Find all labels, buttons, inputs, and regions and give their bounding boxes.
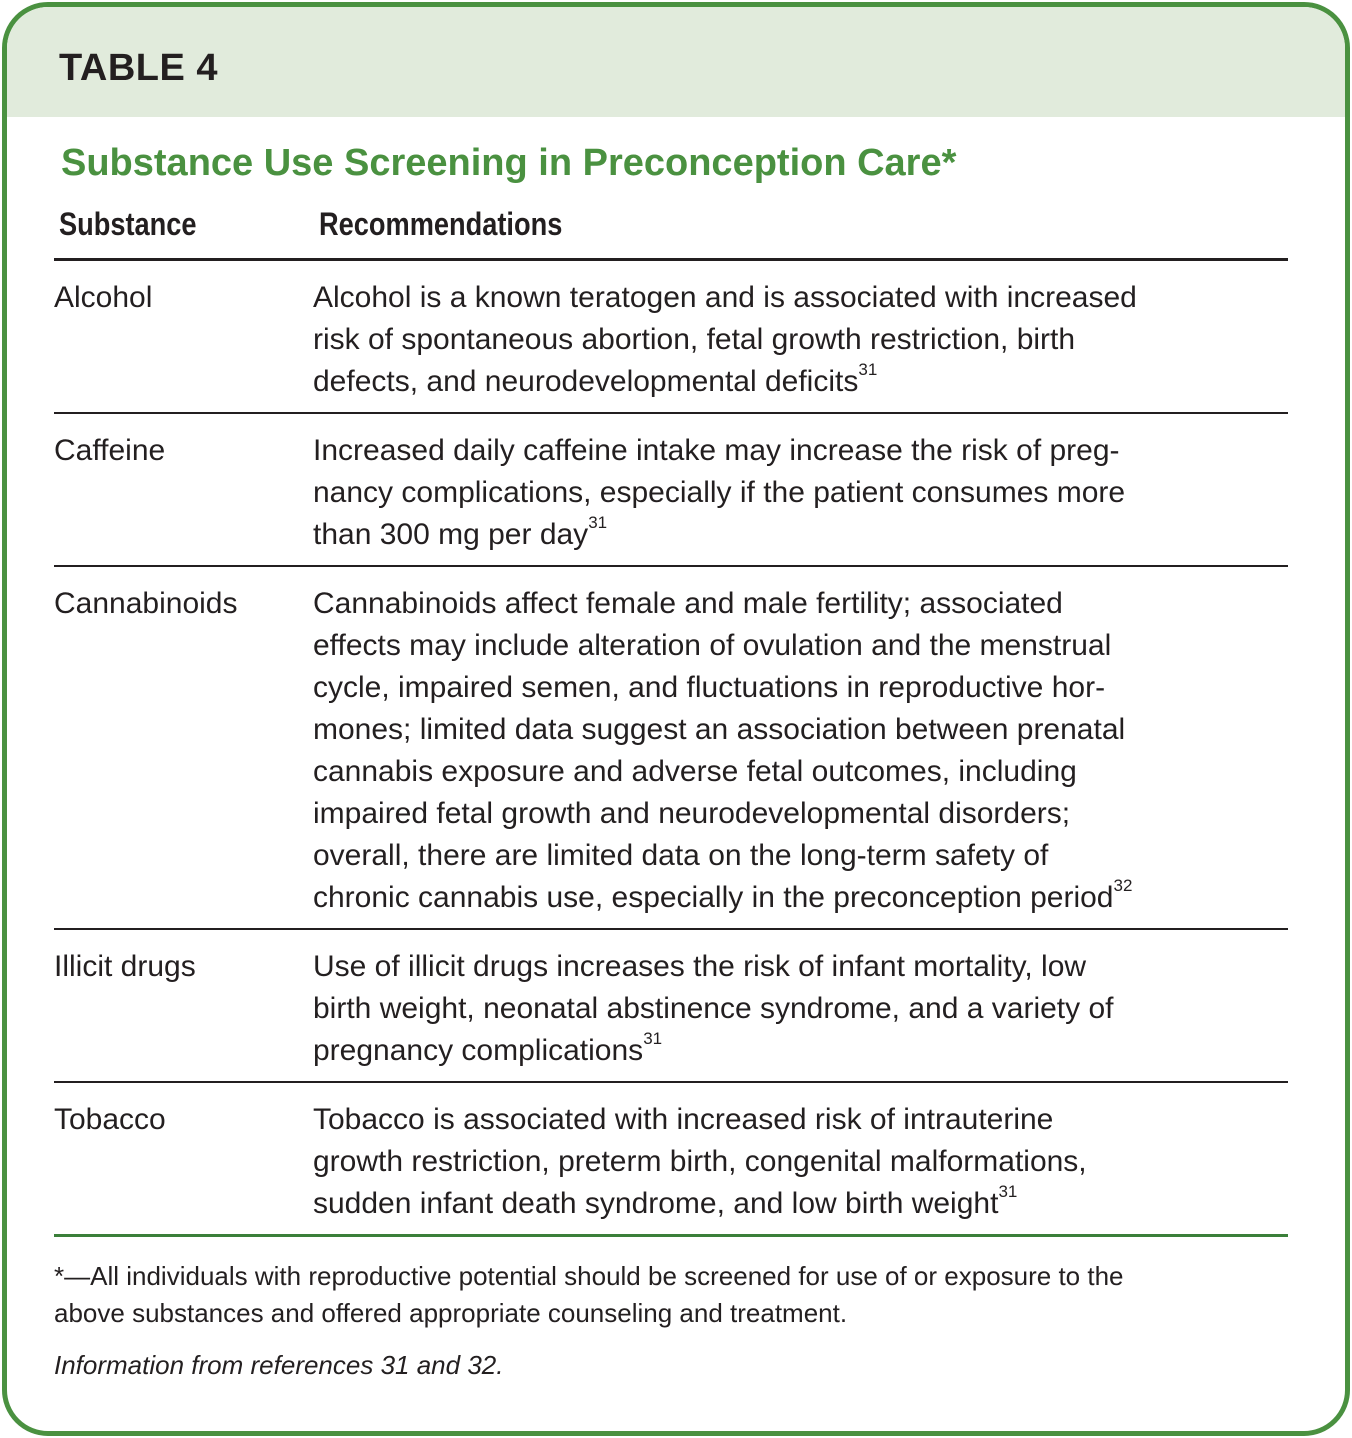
source-note: Information from references 31 and 32. (54, 1350, 504, 1380)
recommendation-text: nancy complications, especially if the p… (313, 476, 1126, 509)
table-row: Caffeine Increased daily caffeine intake … (54, 414, 1288, 567)
recommendation-line: chronic cannabis use, especially in the … (313, 876, 1133, 919)
column-header-recommendations: Recommendations (319, 206, 563, 242)
footnote-line: above substances and offered appropriate… (54, 1298, 848, 1328)
recommendation-cell: Increased daily caffeine intake may incr… (313, 430, 1125, 556)
table-row: Illicit drugs Use of illicit drugs increa… (54, 930, 1288, 1083)
recommendation-text: mones; limited data suggest an associati… (313, 713, 1126, 746)
recommendation-line: mones; limited data suggest an associati… (313, 709, 1132, 751)
table-row: Tobacco Tobacco is associated with increa… (54, 1083, 1288, 1237)
recommendation-line: than 300 mg per day31 (313, 513, 1125, 556)
footnote: *—All individuals with reproductive pote… (54, 1258, 1294, 1332)
footnote-line: *—All individuals with reproductive pote… (54, 1261, 1124, 1291)
recommendation-line: overall, there are limited data on the l… (313, 835, 1132, 877)
recommendation-line: growth restriction, preterm birth, conge… (313, 1141, 1087, 1183)
recommendation-text: cycle, impaired semen, and fluctuations … (313, 671, 1106, 704)
recommendation-text: Tobacco is associated with increased ris… (313, 1103, 1054, 1136)
recommendation-line: Use of illicit drugs increases the risk … (313, 946, 1113, 988)
recommendation-line: Cannabinoids affect female and male fert… (313, 583, 1132, 625)
recommendation-text: overall, there are limited data on the l… (313, 839, 1049, 872)
substance-table: Alcohol Alcohol is a known teratogen and … (54, 258, 1288, 1237)
recommendation-text: growth restriction, preterm birth, conge… (313, 1145, 1087, 1178)
recommendation-line: birth weight, neonatal abstinence syndro… (313, 988, 1113, 1030)
reference-superscript: 31 (998, 1182, 1018, 1201)
reference-superscript: 31 (858, 360, 878, 379)
recommendation-text: pregnancy complications (313, 1034, 644, 1067)
substance-cell: Tobacco (54, 1103, 166, 1136)
recommendation-text: Use of illicit drugs increases the risk … (313, 950, 1087, 983)
recommendation-line: risk of spontaneous abortion, fetal grow… (313, 319, 1137, 361)
recommendation-cell: Alcohol is a known teratogen and is asso… (313, 277, 1137, 403)
recommendation-text: Cannabinoids affect female and male fert… (313, 587, 1063, 620)
recommendation-text: risk of spontaneous abortion, fetal grow… (313, 323, 1076, 356)
recommendation-text: than 300 mg per day (313, 518, 589, 551)
substance-cell: Illicit drugs (54, 950, 196, 983)
reference-superscript: 32 (1113, 876, 1133, 895)
recommendation-text: Alcohol is a known teratogen and is asso… (313, 281, 1137, 314)
column-header-substance: Substance (59, 206, 197, 242)
recommendation-cell: Tobacco is associated with increased ris… (313, 1099, 1087, 1225)
table-row: Cannabinoids Cannabinoids affect female a… (54, 567, 1288, 930)
recommendation-line: defects, and neurodevelopmental deficits… (313, 360, 1137, 403)
recommendation-text: effects may include alteration of ovulat… (313, 629, 1112, 662)
recommendation-line: cannabis exposure and adverse fetal outc… (313, 751, 1132, 793)
table-row: Alcohol Alcohol is a known teratogen and … (54, 261, 1288, 414)
recommendation-text: cannabis exposure and adverse fetal outc… (313, 755, 1077, 788)
recommendation-line: Increased daily caffeine intake may incr… (313, 430, 1125, 472)
recommendation-text: birth weight, neonatal abstinence syndro… (313, 992, 1114, 1025)
recommendation-text: impaired fetal growth and neurodevelopme… (313, 797, 1071, 830)
recommendation-text: Increased daily caffeine intake may incr… (313, 434, 1120, 467)
recommendation-text: defects, and neurodevelopmental deficits (313, 365, 859, 398)
recommendation-line: nancy complications, especially if the p… (313, 472, 1125, 514)
substance-cell: Cannabinoids (54, 587, 238, 620)
reference-superscript: 31 (643, 1029, 663, 1048)
substance-cell: Alcohol (54, 281, 153, 314)
recommendation-line: sudden infant death syndrome, and low bi… (313, 1182, 1087, 1225)
recommendation-line: effects may include alteration of ovulat… (313, 625, 1132, 667)
recommendation-cell: Cannabinoids affect female and male fert… (313, 583, 1132, 919)
recommendation-text: sudden infant death syndrome, and low bi… (313, 1187, 999, 1220)
reference-superscript: 31 (588, 513, 608, 532)
table-title: Substance Use Screening in Preconception… (61, 142, 957, 184)
table-label: TABLE 4 (59, 47, 219, 89)
recommendation-line: Tobacco is associated with increased ris… (313, 1099, 1087, 1141)
recommendation-text: chronic cannabis use, especially in the … (313, 881, 1114, 914)
recommendation-line: impaired fetal growth and neurodevelopme… (313, 793, 1132, 835)
table-header-band: TABLE 4 (7, 7, 1345, 117)
recommendation-line: pregnancy complications31 (313, 1029, 1113, 1072)
substance-cell: Caffeine (54, 434, 166, 467)
recommendation-cell: Use of illicit drugs increases the risk … (313, 946, 1113, 1072)
recommendation-line: cycle, impaired semen, and fluctuations … (313, 667, 1132, 709)
recommendation-line: Alcohol is a known teratogen and is asso… (313, 277, 1137, 319)
